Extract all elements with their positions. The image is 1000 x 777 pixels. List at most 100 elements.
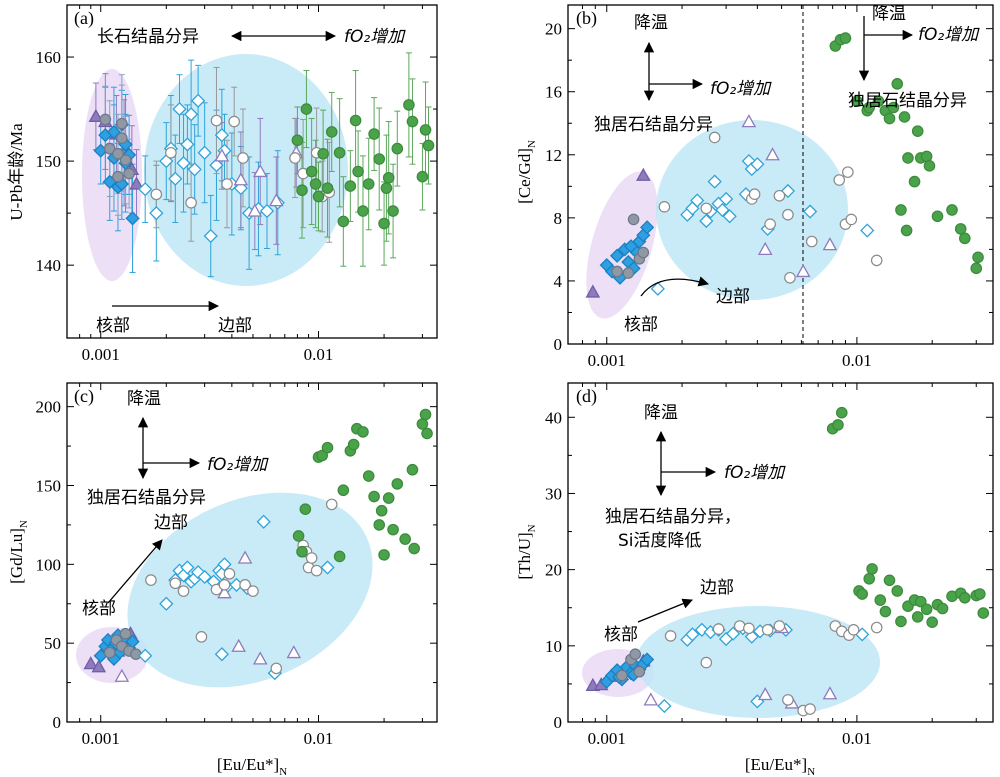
anno-core: 核部 xyxy=(604,625,638,645)
data-point xyxy=(203,228,218,244)
panel-c-xlabel-sub: N xyxy=(279,766,287,777)
data-point xyxy=(391,142,404,155)
data-point xyxy=(883,574,896,587)
data-point xyxy=(291,134,304,147)
data-point xyxy=(119,627,132,640)
data-point xyxy=(228,115,240,128)
panel-b-ticks: 0.001 0.01 0 4 8 12 16 20 xyxy=(545,5,993,370)
data-point xyxy=(970,262,983,275)
data-point xyxy=(176,156,191,171)
data-point xyxy=(931,210,944,223)
data-point xyxy=(870,621,883,634)
data-point xyxy=(421,427,433,440)
data-point xyxy=(123,167,135,180)
anno-rim: 边部 xyxy=(716,287,750,307)
x-tick-label: 0.01 xyxy=(304,729,334,748)
data-point xyxy=(116,132,128,144)
data-point xyxy=(926,616,939,629)
data-point xyxy=(209,158,224,173)
data-point xyxy=(352,165,364,178)
data-point xyxy=(333,550,346,563)
data-point xyxy=(321,441,334,454)
data-point xyxy=(373,153,386,165)
data-point xyxy=(773,620,786,632)
data-point xyxy=(954,223,967,235)
data-point xyxy=(744,629,759,644)
y-tick-label: 40 xyxy=(545,408,562,427)
data-point xyxy=(197,145,212,160)
data-point xyxy=(835,406,848,419)
data-point xyxy=(750,157,765,172)
data-point xyxy=(883,112,896,125)
data-point xyxy=(180,137,195,152)
data-point xyxy=(91,659,107,673)
data-point xyxy=(908,175,921,188)
data-point xyxy=(708,131,721,144)
data-point xyxy=(851,95,863,107)
data-point xyxy=(112,148,124,160)
data-point xyxy=(145,574,157,586)
data-point xyxy=(898,111,911,123)
y-tick-label: 20 xyxy=(545,561,562,580)
panel-c-ticks: 0.001 0.01 0 50 100 150 200 xyxy=(36,383,437,748)
data-point xyxy=(911,125,924,137)
data-point xyxy=(168,171,183,186)
data-point xyxy=(299,503,312,515)
x-tick-label: 0.001 xyxy=(82,729,120,748)
data-point xyxy=(373,519,386,531)
data-point xyxy=(780,183,796,199)
data-point xyxy=(357,205,369,217)
data-point xyxy=(977,607,990,619)
data-point xyxy=(292,530,305,542)
panel-b-points xyxy=(585,32,984,298)
panel-d-xlabel-main: [Eu/Eu*] xyxy=(745,755,807,774)
data-point xyxy=(103,142,116,155)
data-point xyxy=(197,569,212,585)
data-point xyxy=(317,148,329,160)
data-point xyxy=(237,550,253,564)
data-point xyxy=(658,201,671,213)
anno-rim: 边部 xyxy=(218,316,252,336)
data-point xyxy=(863,101,876,114)
y-tick-label: 20 xyxy=(545,20,562,39)
y-tick-label: 0 xyxy=(53,713,62,732)
data-point xyxy=(832,419,844,431)
data-point xyxy=(187,162,202,177)
panel-b-ylabel-sub: N xyxy=(526,140,538,148)
data-point xyxy=(616,669,628,682)
anno-cooling: 降温 xyxy=(127,389,161,409)
data-point xyxy=(252,163,268,178)
data-point xyxy=(891,585,904,597)
data-point xyxy=(125,211,140,226)
data-point xyxy=(347,438,360,451)
data-point xyxy=(700,202,713,215)
anno-core: 核部 xyxy=(82,599,116,619)
data-point xyxy=(296,184,308,197)
y-tick-label: 150 xyxy=(36,152,62,171)
data-point xyxy=(664,630,677,642)
anno-cooling: 降温 xyxy=(644,403,678,423)
data-point xyxy=(757,241,773,256)
data-point xyxy=(252,651,268,665)
anno-rim: 边部 xyxy=(154,513,188,533)
data-point xyxy=(362,470,375,482)
data-point xyxy=(378,549,390,561)
data-point xyxy=(305,552,318,564)
data-point xyxy=(784,271,796,284)
data-point xyxy=(822,237,838,251)
data-point xyxy=(406,463,419,476)
data-point xyxy=(259,203,275,219)
panel-d: 0.001 0.01 0 10 20 30 40 (d) 降温 fO₂增加 独居石结晶分异，… xyxy=(515,382,994,777)
data-point xyxy=(718,191,734,207)
data-point xyxy=(387,523,399,536)
y-tick-label: 200 xyxy=(36,398,62,417)
data-point xyxy=(872,95,885,107)
panel-a: 0.001 0.01 140 150 160 (a) 长石结晶分异 fO₂增加 核部 边… xyxy=(7,4,438,364)
anno-feldspar-fractionation: 长石结晶分异 xyxy=(97,27,199,47)
data-point xyxy=(419,124,432,136)
data-point xyxy=(114,668,130,682)
data-point xyxy=(920,603,933,616)
data-point xyxy=(316,449,329,462)
data-point xyxy=(761,624,774,636)
